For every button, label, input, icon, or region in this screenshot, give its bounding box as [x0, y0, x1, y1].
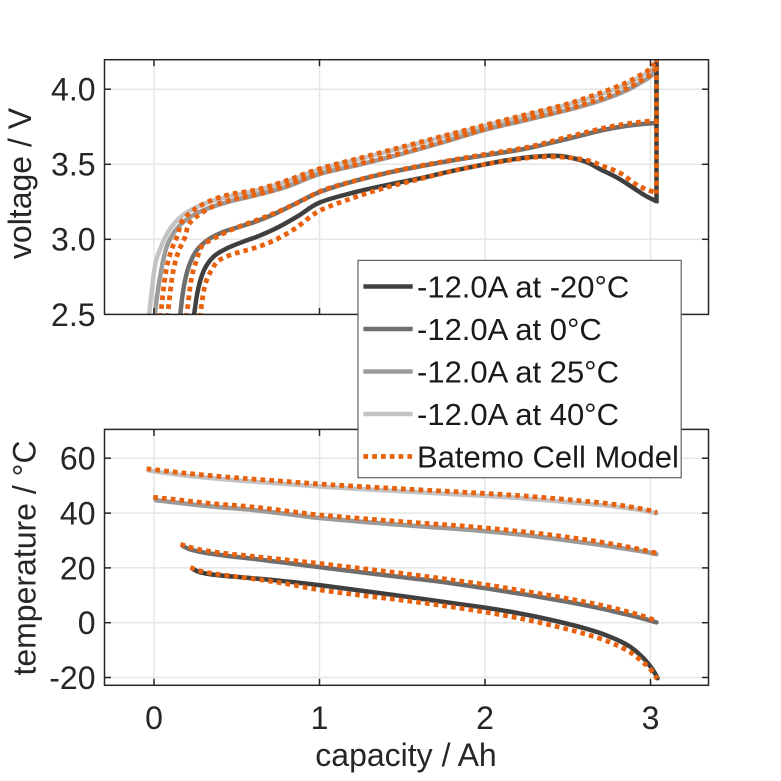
svg-text:3: 3 — [642, 700, 660, 736]
svg-text:-12.0A at 0°C: -12.0A at 0°C — [417, 312, 602, 347]
svg-text:0: 0 — [78, 605, 96, 641]
svg-text:voltage / V: voltage / V — [2, 107, 38, 259]
svg-text:-12.0A at -20°C: -12.0A at -20°C — [417, 270, 629, 305]
svg-text:2.5: 2.5 — [51, 297, 95, 333]
svg-text:60: 60 — [60, 441, 96, 477]
svg-text:20: 20 — [60, 550, 96, 586]
svg-text:4.0: 4.0 — [51, 72, 95, 108]
svg-text:3.5: 3.5 — [51, 147, 95, 183]
svg-text:40: 40 — [60, 496, 96, 532]
svg-text:2: 2 — [476, 700, 494, 736]
svg-text:-20: -20 — [49, 660, 95, 696]
svg-text:temperature / °C: temperature / °C — [7, 440, 43, 675]
svg-text:-12.0A at 25°C: -12.0A at 25°C — [417, 355, 619, 390]
svg-text:1: 1 — [311, 700, 329, 736]
svg-text:0: 0 — [145, 700, 163, 736]
svg-text:capacity / Ah: capacity / Ah — [315, 737, 496, 773]
svg-text:3.0: 3.0 — [51, 222, 95, 258]
svg-text:Batemo Cell Model: Batemo Cell Model — [417, 440, 679, 475]
svg-text:-12.0A at 40°C: -12.0A at 40°C — [417, 397, 619, 432]
